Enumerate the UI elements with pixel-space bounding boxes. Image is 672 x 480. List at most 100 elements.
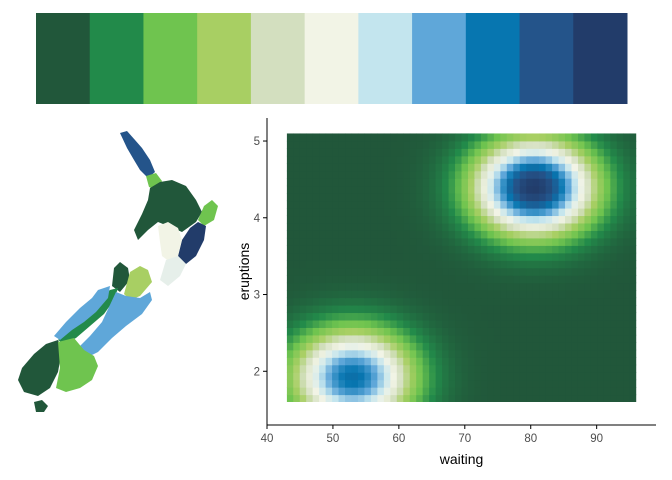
heatmap-cell xyxy=(422,215,430,224)
heatmap-cell xyxy=(545,327,553,336)
heatmap-cell xyxy=(364,140,372,149)
heatmap-cell xyxy=(467,319,476,328)
heatmap-cell xyxy=(603,372,611,381)
heatmap-cell xyxy=(351,193,359,202)
heatmap-cell xyxy=(513,282,521,291)
heatmap-cell xyxy=(306,387,314,396)
heatmap-cell xyxy=(332,297,340,306)
heatmap-cell xyxy=(519,170,527,179)
heatmap-cell xyxy=(467,178,476,187)
heatmap-cell xyxy=(293,148,301,157)
heatmap-cell xyxy=(506,237,514,246)
heatmap-cell xyxy=(377,327,385,336)
heatmap-cell xyxy=(616,163,624,172)
heatmap-cell xyxy=(442,342,450,351)
heatmap-cell xyxy=(312,230,320,239)
heatmap-cell xyxy=(338,387,346,396)
heatmap-cell xyxy=(519,297,527,306)
heatmap-cell xyxy=(357,342,366,351)
heatmap-cell xyxy=(552,155,560,164)
heatmap-cell xyxy=(480,304,488,314)
heatmap-cell xyxy=(383,334,391,343)
heatmap-cell xyxy=(474,342,482,351)
heatmap-cell xyxy=(590,133,598,142)
heatmap-cell xyxy=(584,334,592,343)
heatmap-cell xyxy=(603,245,611,254)
heatmap-cell xyxy=(506,230,514,239)
heatmap-cell xyxy=(312,275,320,284)
heatmap-cell xyxy=(597,178,605,187)
heatmap-cell xyxy=(526,357,534,366)
heatmap-cell xyxy=(487,170,495,179)
heatmap-cell xyxy=(532,349,540,358)
heatmap-cell xyxy=(623,282,631,291)
heatmap-cell xyxy=(467,155,476,164)
heatmap-cell xyxy=(319,215,327,224)
heatmap-cell xyxy=(603,155,611,164)
heatmap-cell xyxy=(357,364,366,373)
heatmap-cell xyxy=(480,170,488,179)
heatmap-cell xyxy=(623,312,631,321)
heatmap-cell xyxy=(513,327,521,336)
heatmap-cell xyxy=(403,275,411,284)
heatmap-cell xyxy=(506,207,514,217)
heatmap-cell xyxy=(370,178,378,187)
heatmap-cell xyxy=(610,200,618,209)
heatmap-cell xyxy=(552,379,560,388)
heatmap-cell xyxy=(597,230,605,239)
heatmap-cell xyxy=(396,170,404,179)
heatmap-cell xyxy=(403,327,411,336)
heatmap-cell xyxy=(571,207,579,217)
heatmap-cell xyxy=(319,207,327,217)
heatmap-cell xyxy=(442,140,450,149)
heatmap-cell xyxy=(351,357,359,366)
heatmap-cell xyxy=(506,364,514,373)
heatmap-cell xyxy=(493,260,501,269)
heatmap-cell xyxy=(351,178,359,187)
heatmap-cell xyxy=(584,349,592,358)
heatmap-cell xyxy=(409,275,417,284)
heatmap-cell xyxy=(623,133,631,142)
heatmap-cell xyxy=(461,364,469,373)
heatmap-cell xyxy=(513,342,521,351)
heatmap-cell xyxy=(545,349,553,358)
heatmap-cell xyxy=(377,237,385,246)
heatmap-cell xyxy=(396,185,404,194)
heatmap-cell xyxy=(351,155,359,164)
heatmap-cell xyxy=(306,185,314,194)
heatmap-cell xyxy=(584,304,592,314)
heatmap-cell xyxy=(370,304,378,314)
heatmap-cell xyxy=(319,267,327,276)
heatmap-cell xyxy=(480,140,488,149)
heatmap-cell xyxy=(455,267,463,276)
heatmap-cell xyxy=(403,334,411,343)
heatmap-cell xyxy=(623,334,631,343)
heatmap-cell xyxy=(545,394,553,402)
heatmap-cell xyxy=(429,170,437,179)
heatmap-cell xyxy=(319,222,327,231)
heatmap-cell xyxy=(526,245,534,254)
heatmap-cell xyxy=(539,334,547,343)
heatmap-cell xyxy=(351,334,359,343)
heatmap-cell xyxy=(558,193,566,202)
heatmap-cell xyxy=(338,319,346,328)
heatmap-cell xyxy=(442,155,450,164)
heatmap-cell xyxy=(448,155,456,164)
heatmap-cell xyxy=(610,357,618,366)
heatmap-cell xyxy=(506,178,514,187)
heatmap-cell xyxy=(448,372,456,381)
heatmap-cell xyxy=(357,178,366,187)
heatmap-cell xyxy=(480,282,488,291)
heatmap-cell xyxy=(571,357,579,366)
heatmap-cell xyxy=(429,304,437,314)
heatmap-cell xyxy=(312,267,320,276)
heatmap-cell xyxy=(306,275,314,284)
heatmap-cell xyxy=(345,215,353,224)
heatmap-cell xyxy=(526,230,534,239)
heatmap-cell xyxy=(526,207,534,217)
heatmap-cell xyxy=(584,372,592,381)
heatmap-cell xyxy=(325,260,333,269)
heatmap-cell xyxy=(448,275,456,284)
heatmap-cell xyxy=(403,237,411,246)
heatmap-cell xyxy=(286,252,294,261)
